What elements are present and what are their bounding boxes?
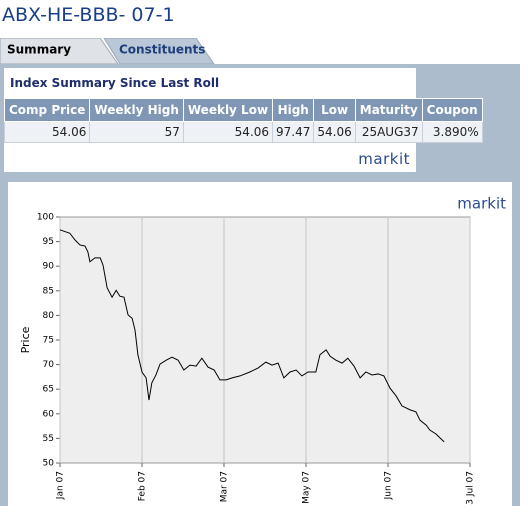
y-tick-label: 55 — [43, 434, 54, 444]
column-header: High — [272, 98, 315, 122]
table-cell: 3.890% — [421, 121, 483, 143]
table-cell: 54.06 — [3, 121, 91, 143]
tab-summary[interactable]: Summary — [7, 43, 71, 57]
price-line — [59, 229, 445, 443]
x-tick-label: Mar 07 — [220, 471, 230, 502]
x-tick-label: Jan 07 — [56, 471, 66, 500]
table-row: 54.06 57 54.06 97.47 54.06 25AUG37 3.890% — [3, 121, 483, 143]
panel: Index Summary Since Last Roll Comp Price… — [0, 64, 520, 506]
plot-area — [59, 216, 471, 464]
chart-box: markit Price 50 55 60 65 70 75 80 85 90 95 100 Jan 07… — [8, 182, 512, 506]
y-tick-label: 95 — [43, 237, 54, 247]
logo: markit — [358, 150, 410, 168]
x-tick-label: 3 Jul 07 — [466, 471, 476, 505]
table-cell: 97.47 — [272, 121, 315, 143]
tab-constituents[interactable]: Constituents — [119, 43, 205, 57]
column-header: Maturity — [354, 98, 423, 122]
x-tick-label: Jun 07 — [384, 471, 394, 500]
table-cell: 57 — [89, 121, 184, 143]
y-tick-label: 90 — [43, 262, 55, 272]
column-header: Weekly High — [89, 98, 184, 122]
summary-table: Comp Price Weekly High Weekly Low High Low Ma… — [3, 98, 483, 143]
y-tick-label: 50 — [43, 459, 55, 469]
summary-box: Index Summary Since Last Roll Comp Price… — [3, 68, 483, 172]
y-tick-label: 75 — [43, 336, 54, 346]
column-header: Coupon — [421, 98, 483, 122]
table-cell: 54.06 — [182, 121, 274, 143]
summary-title: Index Summary Since Last Roll — [10, 76, 220, 90]
column-header: Low — [313, 98, 356, 122]
table-cell: 25AUG37 — [354, 121, 423, 143]
y-tick-label: 70 — [43, 360, 55, 370]
x-tick-label: Feb 07 — [138, 471, 148, 501]
y-tick-label: 60 — [43, 409, 55, 419]
y-tick-label: 80 — [43, 311, 55, 321]
column-header: Comp Price — [3, 98, 91, 122]
chart: markit Price 50 55 60 65 70 75 80 85 90 95 100 Jan 07… — [19, 195, 506, 505]
y-tick-label: 65 — [43, 385, 54, 395]
column-header: Weekly Low — [182, 98, 274, 122]
page-title: ABX-HE-BBB- 07-1 — [2, 4, 175, 26]
x-tick-label: May 07 — [302, 471, 312, 504]
y-tick-label: 85 — [43, 286, 54, 296]
y-tick-label: 100 — [37, 213, 54, 223]
table-cell: 54.06 — [313, 121, 356, 143]
y-axis-label: Price — [19, 326, 32, 353]
tab-bar: Summary Constituents — [0, 38, 215, 65]
logo: markit — [457, 195, 506, 213]
